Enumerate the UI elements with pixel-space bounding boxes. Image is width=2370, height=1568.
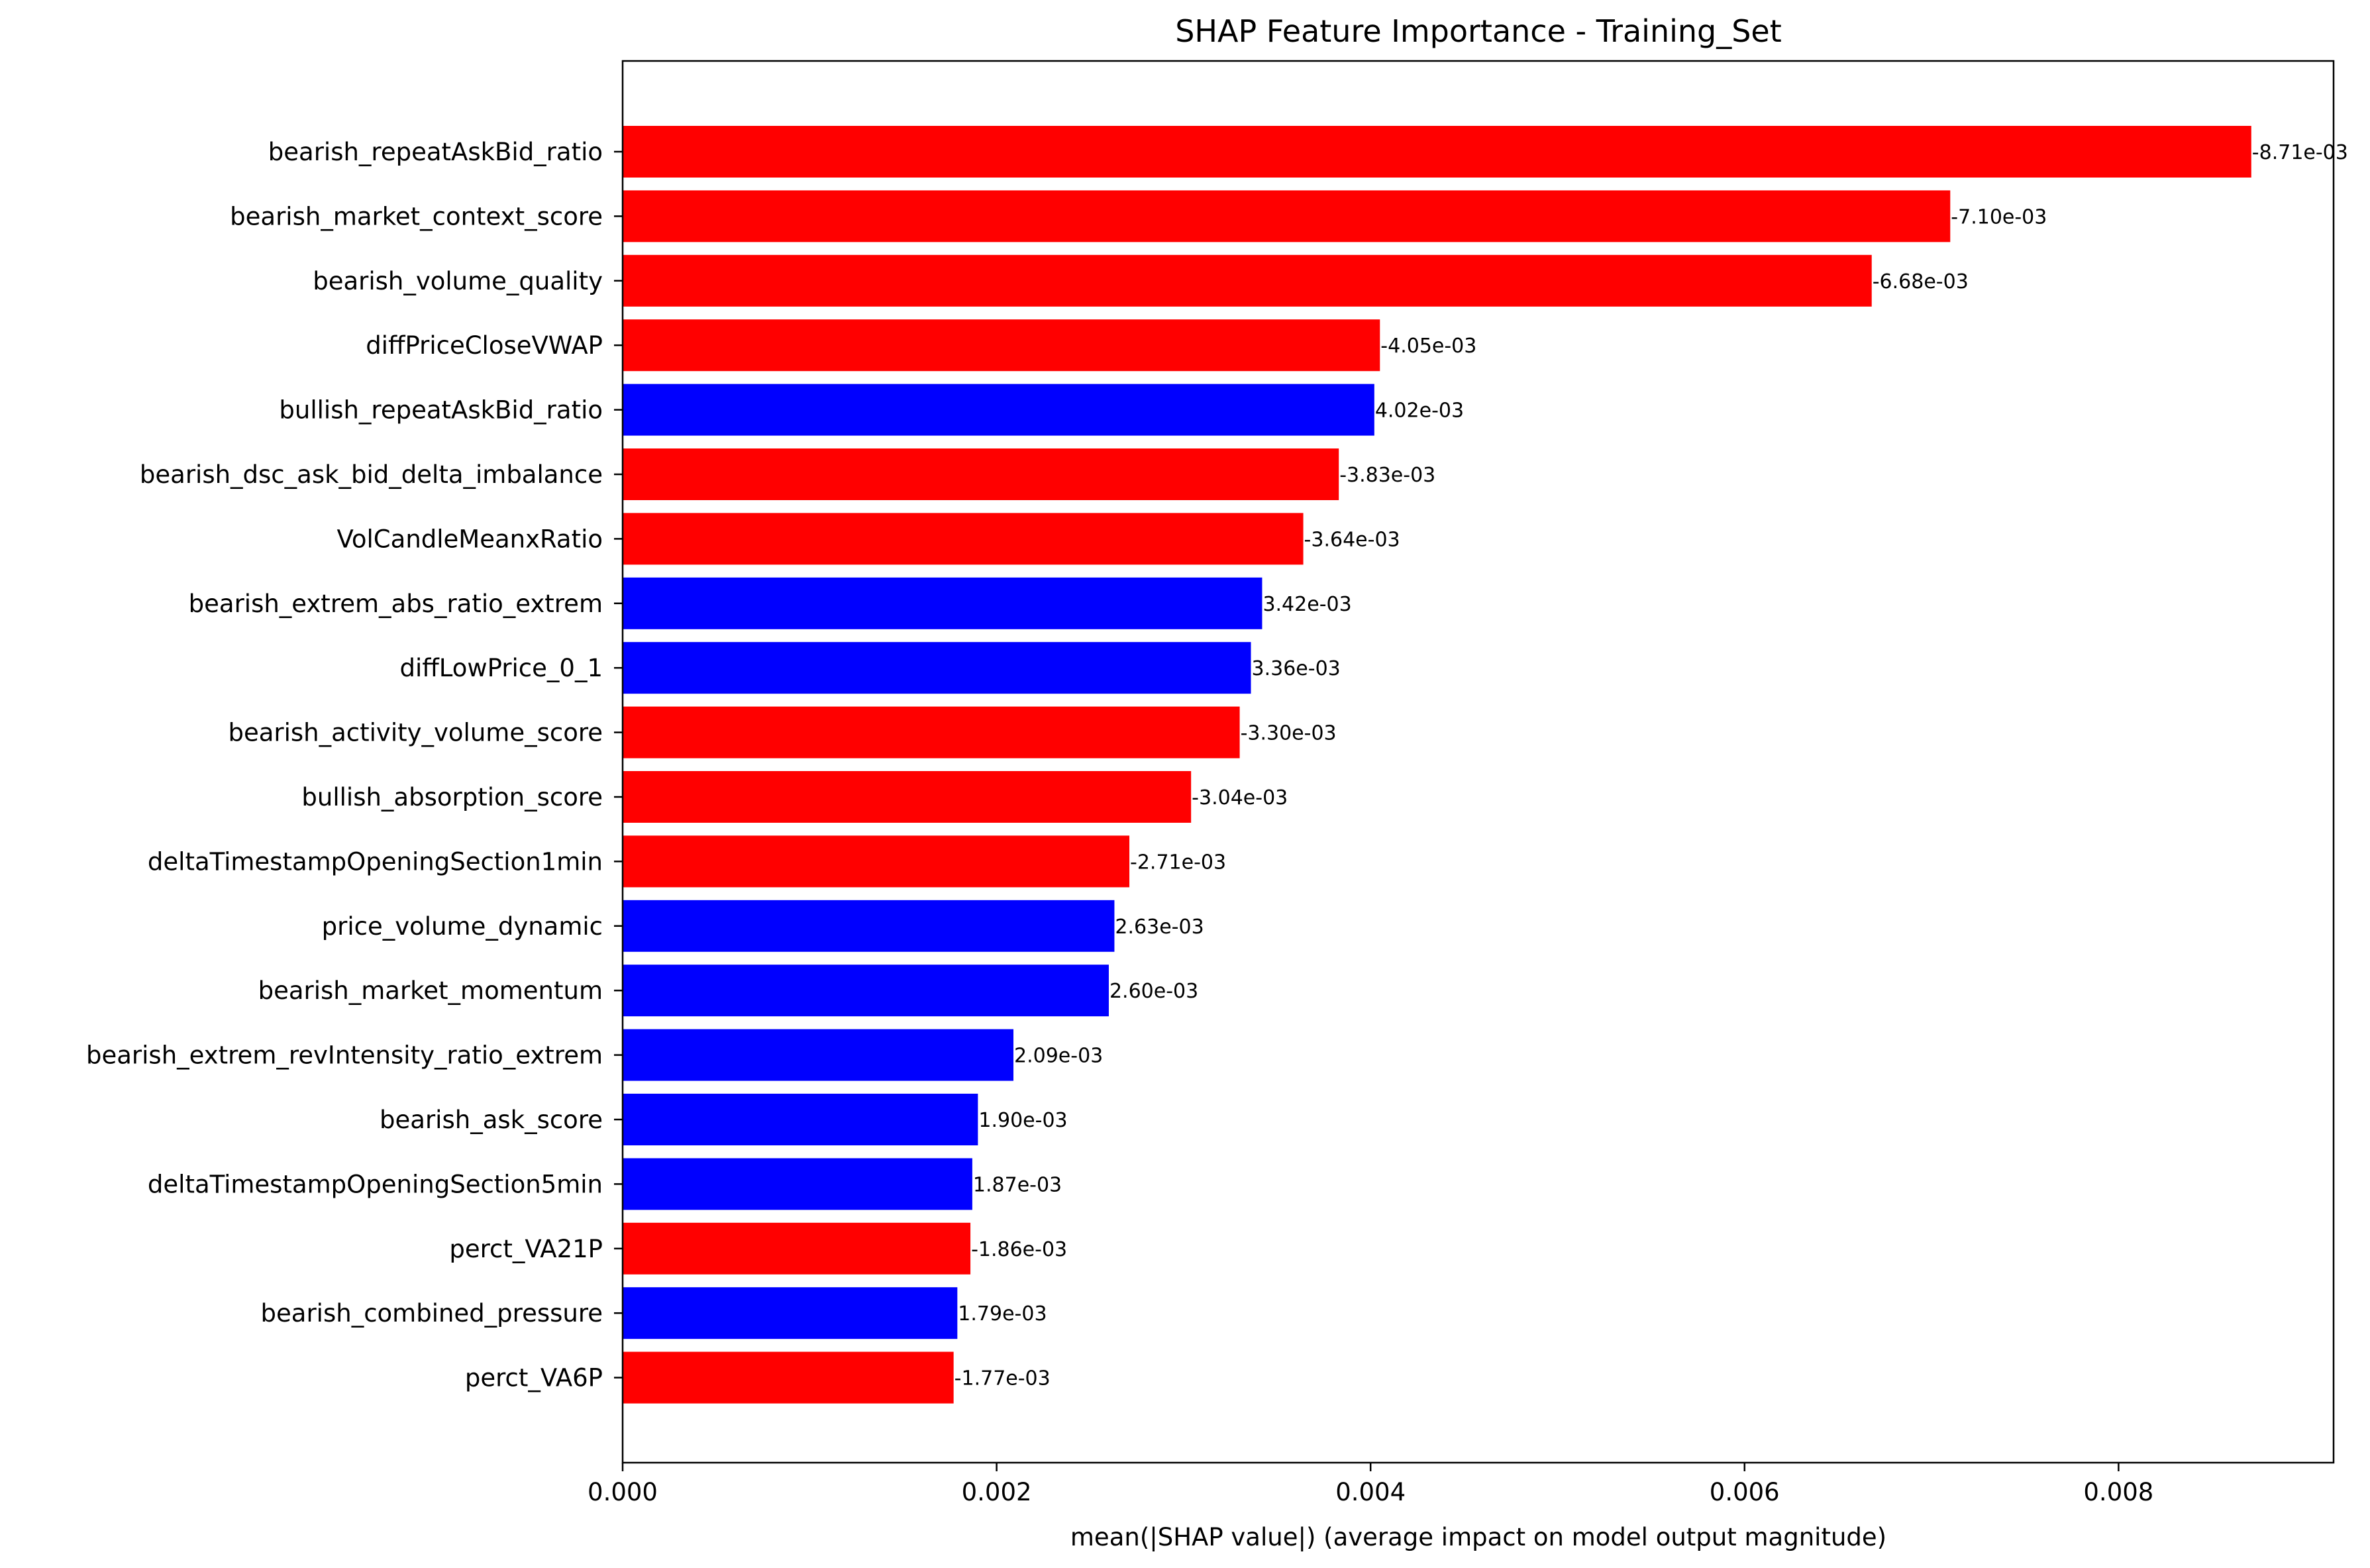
bar	[623, 448, 1339, 500]
bar-value-label: -1.77e-03	[954, 1367, 1051, 1390]
bar	[623, 1222, 971, 1275]
bar	[623, 190, 1951, 242]
x-tick-label: 0.002	[962, 1478, 1032, 1506]
bar	[623, 577, 1262, 629]
bar-value-label: -6.68e-03	[1873, 270, 1969, 293]
bar-value-label: -8.71e-03	[2252, 141, 2348, 164]
y-tick-label: perct_VA6P	[465, 1364, 603, 1392]
y-tick-label: bearish_extrem_revIntensity_ratio_extrem	[86, 1041, 603, 1070]
x-tick-label: 0.006	[1710, 1478, 1780, 1506]
y-tick-label: bullish_absorption_score	[301, 783, 603, 811]
y-tick-label: bearish_combined_pressure	[261, 1299, 603, 1328]
bar-value-label: -3.64e-03	[1304, 528, 1400, 551]
y-tick-label: bullish_repeatAskBid_ratio	[279, 396, 603, 425]
y-tick-label: bearish_market_context_score	[230, 202, 603, 231]
x-axis-label: mean(|SHAP value|) (average impact on mo…	[1070, 1523, 1886, 1551]
x-axis: 0.000 0.002 0.004 0.006 0.008	[588, 1463, 2153, 1506]
bar	[623, 319, 1380, 372]
y-tick-label: bearish_market_momentum	[258, 976, 603, 1005]
y-tick-label: deltaTimestampOpeningSection1min	[148, 847, 603, 876]
y-tick-label: bearish_repeatAskBid_ratio	[268, 138, 603, 166]
bar-value-label: -3.83e-03	[1339, 464, 1435, 487]
y-tick-label: price_volume_dynamic	[322, 912, 603, 941]
bar-value-label: 1.90e-03	[978, 1109, 1067, 1132]
x-tick-label: 0.000	[588, 1478, 658, 1506]
y-tick-label: bearish_volume_quality	[313, 267, 603, 295]
bar	[623, 706, 1240, 758]
bar-value-label: 3.36e-03	[1252, 657, 1341, 680]
bar	[623, 642, 1251, 694]
y-tick-label: VolCandleMeanxRatio	[336, 525, 603, 553]
bar	[623, 1094, 978, 1145]
bar-value-label: 1.79e-03	[958, 1302, 1047, 1326]
bar-value-label: 1.87e-03	[973, 1173, 1062, 1196]
bar-value-label: -7.10e-03	[1951, 205, 2047, 229]
bar-value-label: 2.60e-03	[1109, 980, 1198, 1003]
y-tick-label: bearish_ask_score	[380, 1106, 603, 1134]
bar	[623, 254, 1872, 307]
bar	[623, 1029, 1013, 1081]
y-tick-label: bearish_dsc_ask_bid_delta_imbalance	[140, 460, 603, 489]
bars-layer: -8.71e-03 -7.10e-03 -6.68e-03 -4.05e-03 4.02…	[623, 126, 2348, 1404]
y-tick-label: deltaTimestampOpeningSection5min	[148, 1170, 603, 1198]
bar	[623, 835, 1130, 888]
y-tick-label: perct_VA21P	[449, 1235, 603, 1263]
bar	[623, 126, 2251, 178]
bar-value-label: -2.71e-03	[1130, 851, 1226, 874]
bar	[623, 900, 1115, 952]
bar	[623, 771, 1192, 823]
plot-frame	[621, 60, 2335, 1464]
bar	[623, 1351, 954, 1404]
y-tick-label: diffPriceCloseVWAP	[366, 331, 603, 360]
y-tick-label: bearish_activity_volume_score	[228, 719, 603, 747]
bar	[623, 384, 1374, 436]
x-tick-label: 0.004	[1335, 1478, 1406, 1506]
bar	[623, 513, 1304, 565]
bar	[623, 965, 1109, 1017]
bar-value-label: 2.63e-03	[1115, 915, 1204, 939]
bar-value-label: 4.02e-03	[1375, 399, 1464, 423]
bar-value-label: -1.86e-03	[971, 1238, 1067, 1261]
x-tick-label: 0.008	[2083, 1478, 2153, 1506]
bar-value-label: 2.09e-03	[1014, 1045, 1103, 1068]
bar-value-label: -3.30e-03	[1241, 722, 1337, 745]
y-tick-label: diffLowPrice_0_1	[400, 654, 603, 682]
y-tick-label: bearish_extrem_abs_ratio_extrem	[189, 590, 603, 618]
bar	[623, 1287, 958, 1339]
bar-value-label: -4.05e-03	[1380, 335, 1476, 358]
chart-title: SHAP Feature Importance - Training_Set	[1175, 13, 1782, 49]
bar-value-label: 3.42e-03	[1262, 593, 1351, 616]
bar-value-label: -3.04e-03	[1192, 786, 1288, 810]
y-tick-labels: bearish_repeatAskBid_ratio bearish_market…	[86, 138, 623, 1392]
bar	[623, 1158, 972, 1210]
